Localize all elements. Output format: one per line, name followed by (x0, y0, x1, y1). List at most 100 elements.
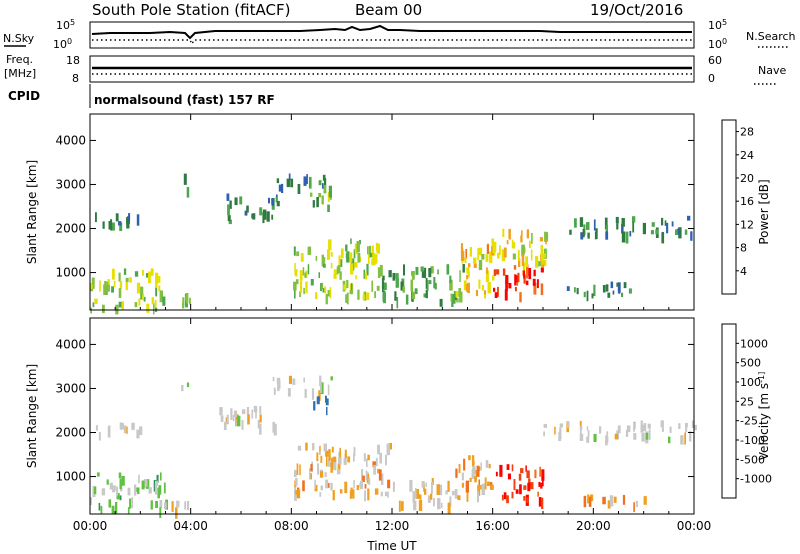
data-cell (333, 269, 337, 279)
data-cell (394, 291, 397, 301)
data-cell (625, 429, 629, 437)
data-cell (574, 218, 577, 228)
data-cell (311, 388, 315, 400)
data-cell (102, 304, 105, 314)
data-cell (409, 479, 413, 492)
data-cell (143, 296, 146, 302)
data-cell (486, 267, 488, 274)
data-cell (115, 502, 118, 514)
data-cell (579, 433, 584, 441)
data-cell (364, 272, 367, 280)
data-cell (540, 267, 544, 273)
data-cell (605, 435, 608, 446)
data-cell (155, 287, 158, 297)
data-cell (272, 377, 275, 382)
data-cell (629, 231, 632, 237)
nsearch-label: N.Search (746, 30, 796, 43)
data-cell (465, 480, 469, 493)
data-cell (323, 263, 326, 268)
data-cell (123, 268, 127, 275)
nsky-panel: N.Sky 105 100 105 100 N.Search (3, 18, 796, 52)
data-cell (293, 246, 296, 256)
data-cell (469, 477, 472, 482)
data-cell (538, 497, 542, 507)
data-cell (593, 433, 597, 442)
data-cell (541, 497, 544, 509)
data-cell (640, 425, 644, 433)
data-cell (113, 485, 116, 491)
data-cell (293, 281, 297, 291)
data-cell (623, 282, 627, 289)
data-cell (539, 466, 541, 477)
data-cell (473, 263, 477, 268)
data-cell (388, 270, 392, 278)
data-cell (354, 262, 358, 268)
colorbar-tick-label: 24 (740, 149, 754, 162)
data-cell (226, 193, 230, 201)
beam-label: Beam 00 (355, 1, 422, 19)
data-cell (310, 473, 312, 480)
data-cell (607, 292, 611, 298)
data-cell (287, 388, 291, 397)
data-cell (579, 217, 584, 227)
data-cell (583, 495, 587, 508)
data-cell (155, 277, 158, 288)
data-cell (345, 294, 349, 303)
data-cell (321, 282, 324, 290)
velocity-colorbar-label: Velocity [m s-1] (757, 372, 772, 460)
data-cell (437, 498, 441, 510)
data-cell (481, 483, 485, 495)
data-cell (90, 283, 93, 289)
data-cell (366, 474, 370, 483)
data-cell (538, 481, 541, 487)
data-cell (246, 407, 250, 415)
data-cell (307, 246, 312, 255)
colorbar-tick-label: 100 (740, 376, 761, 389)
y-tick-label: 2000 (55, 426, 86, 440)
data-cell (127, 507, 130, 515)
data-cell (632, 216, 636, 223)
data-cell (440, 502, 443, 509)
data-cell (559, 427, 562, 440)
data-cell (339, 489, 343, 494)
data-cell (606, 436, 609, 443)
data-cell (106, 479, 109, 485)
data-cell (330, 482, 333, 491)
data-cell (660, 420, 663, 428)
data-cell (461, 482, 464, 488)
data-cell (262, 209, 267, 220)
data-cell (367, 246, 369, 255)
data-cell (685, 425, 688, 433)
data-cell (379, 265, 383, 277)
data-cell (350, 263, 354, 275)
velocity-axes: 00:00 04:00 08:00 12:00 16:00 20:00 00:00 1000 2… (55, 318, 711, 533)
data-cell (121, 476, 125, 486)
data-cell (226, 414, 229, 424)
data-cell (504, 289, 508, 301)
data-cell (530, 249, 533, 261)
data-cell (118, 272, 121, 282)
data-cell (118, 288, 122, 298)
data-cell (497, 286, 499, 297)
data-cell (414, 288, 418, 295)
data-cell (320, 455, 323, 463)
data-cell (344, 481, 348, 494)
data-cell (526, 470, 530, 479)
data-cell (184, 501, 186, 510)
data-cell (119, 281, 123, 289)
data-cell (424, 488, 427, 495)
data-cell (318, 193, 322, 198)
data-cell (411, 271, 415, 280)
data-cell (488, 463, 491, 469)
data-cell (318, 180, 322, 186)
data-cell (227, 204, 230, 216)
data-cell (154, 299, 157, 308)
data-cell (294, 469, 297, 477)
data-cell (383, 282, 387, 291)
data-cell (523, 270, 525, 279)
data-cell (325, 450, 329, 457)
velocity-colorbar: 1000 500 100 25 -25 -100 -500 -1000 (721, 323, 772, 499)
data-cell (387, 491, 389, 498)
data-cell (326, 406, 328, 416)
data-cell (131, 497, 134, 509)
